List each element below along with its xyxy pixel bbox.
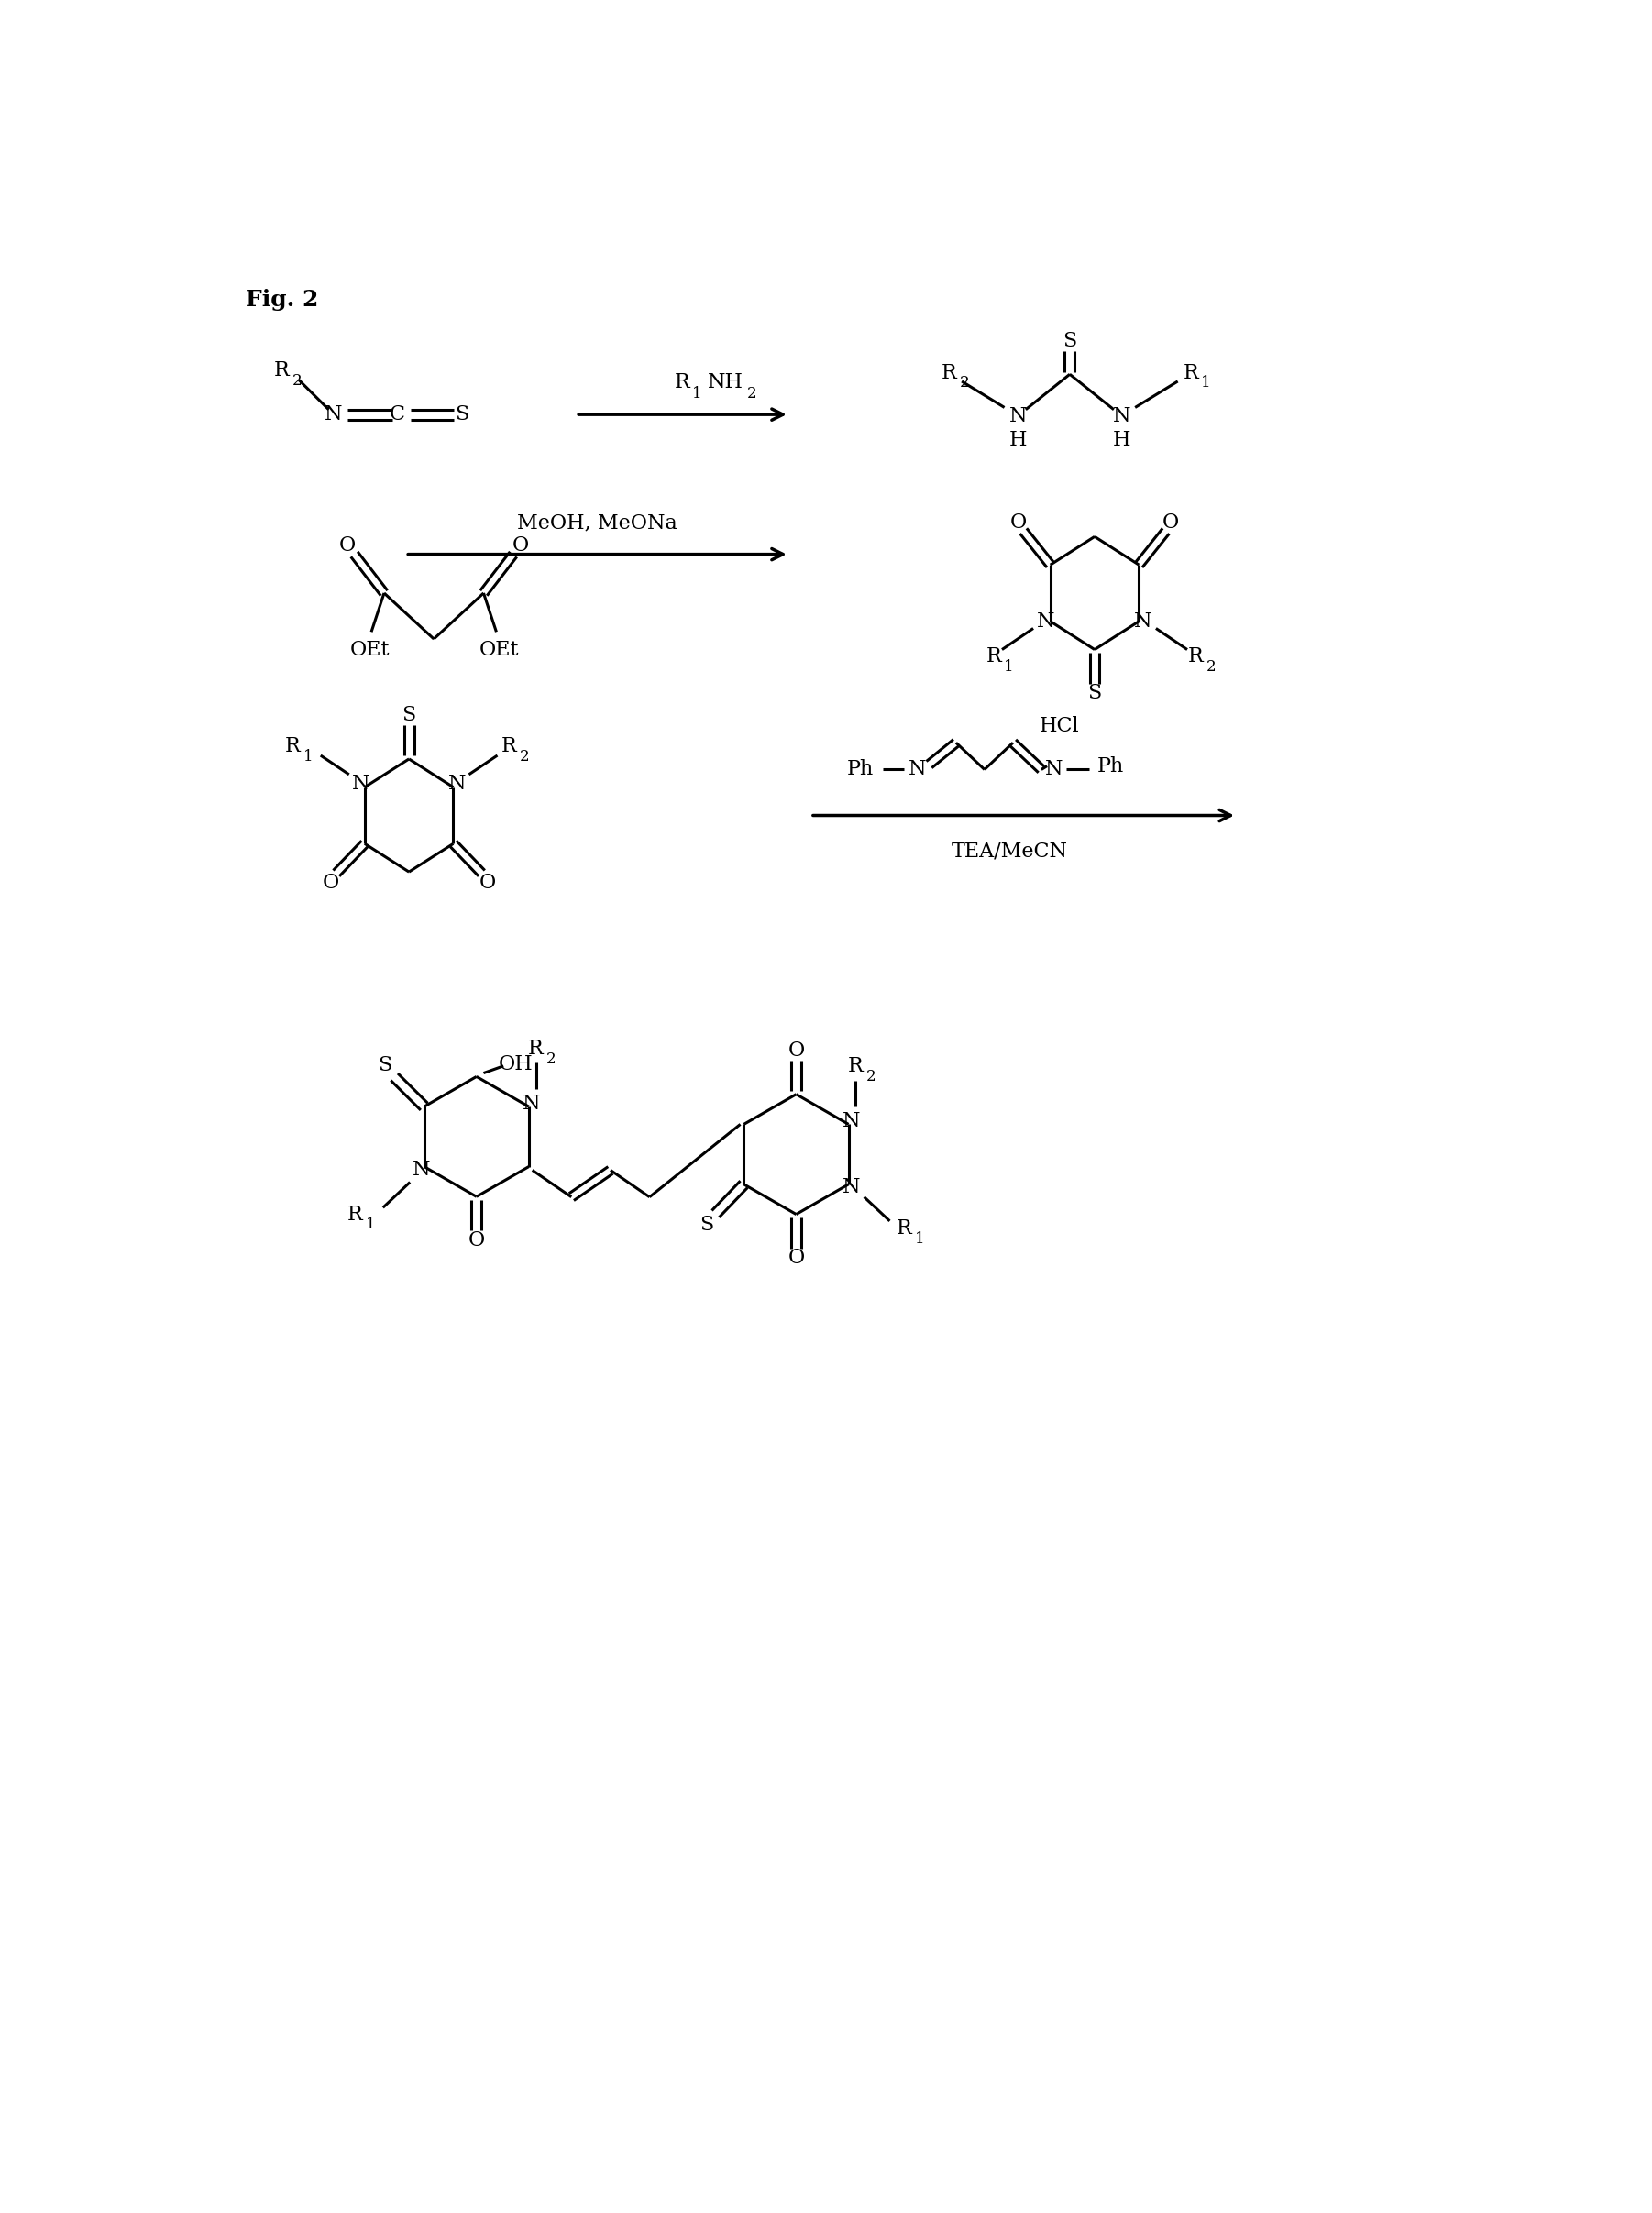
Text: N: N [324,405,342,425]
Text: HCl: HCl [1039,715,1079,737]
Text: S: S [456,405,469,425]
Text: C: C [390,405,405,425]
Text: H: H [1113,429,1130,449]
Text: 1: 1 [692,385,702,401]
Text: O: O [479,874,496,894]
Text: R: R [1188,646,1203,666]
Text: N: N [1135,611,1151,631]
Text: R: R [1183,363,1198,383]
Text: O: O [468,1230,484,1250]
Text: O: O [512,536,529,555]
Text: N: N [1009,407,1028,427]
Text: 2: 2 [547,1051,557,1067]
Text: N: N [522,1093,540,1113]
Text: R: R [347,1204,362,1224]
Text: O: O [1163,513,1180,533]
Text: N: N [449,775,466,794]
Text: S: S [1087,684,1102,704]
Text: 2: 2 [747,385,757,401]
Text: NH: NH [707,372,743,394]
Text: S: S [700,1215,714,1235]
Text: N: N [413,1160,430,1180]
Text: R: R [942,363,957,383]
Text: 2: 2 [960,374,970,389]
Text: R: R [676,372,691,394]
Text: S: S [401,706,416,726]
Text: 2: 2 [1206,659,1216,675]
Text: N: N [352,775,370,794]
Text: O: O [322,874,339,894]
Text: TEA/MeCN: TEA/MeCN [952,841,1067,861]
Text: S: S [1062,332,1077,352]
Text: H: H [1009,429,1028,449]
Text: O: O [788,1040,805,1060]
Text: O: O [788,1248,805,1268]
Text: N: N [843,1177,861,1197]
Text: 1: 1 [1004,659,1014,675]
Text: OEt: OEt [350,640,390,659]
Text: 1: 1 [302,748,312,766]
Text: N: N [1037,611,1056,631]
Text: 2: 2 [519,748,529,766]
Text: OEt: OEt [479,640,519,659]
Text: R: R [274,361,289,381]
Text: O: O [339,536,355,555]
Text: R: R [501,737,517,757]
Text: 1: 1 [365,1217,375,1233]
Text: O: O [1009,513,1026,533]
Text: 1: 1 [1201,374,1211,389]
Text: Ph: Ph [847,759,874,779]
Text: 2: 2 [292,374,302,389]
Text: S: S [378,1056,392,1076]
Text: 2: 2 [866,1069,876,1084]
Text: R: R [986,646,1001,666]
Text: R: R [284,737,301,757]
Text: N: N [843,1111,861,1131]
Text: 1: 1 [915,1230,925,1246]
Text: R: R [897,1217,912,1237]
Text: Ph: Ph [1097,757,1123,777]
Text: OH: OH [499,1053,534,1073]
Text: R: R [529,1038,544,1058]
Text: N: N [1046,759,1062,779]
Text: MeOH, MeONa: MeOH, MeONa [517,513,677,533]
Text: Fig. 2: Fig. 2 [246,290,319,312]
Text: R: R [847,1056,864,1076]
Text: N: N [1113,407,1130,427]
Text: N: N [909,759,925,779]
